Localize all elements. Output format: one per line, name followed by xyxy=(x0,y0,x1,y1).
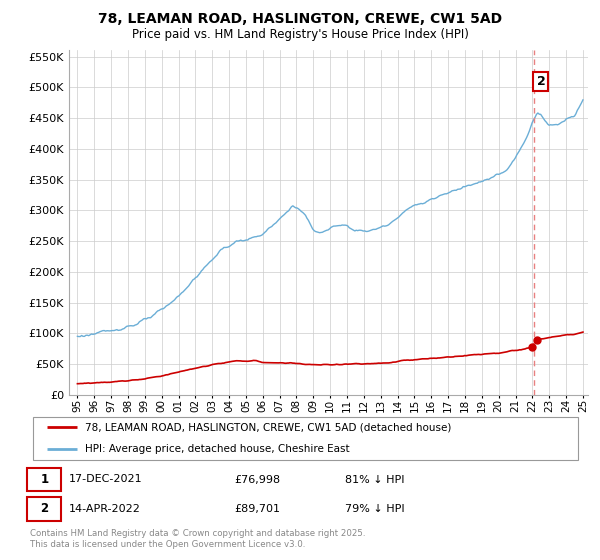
FancyBboxPatch shape xyxy=(33,417,578,460)
Text: HPI: Average price, detached house, Cheshire East: HPI: Average price, detached house, Ches… xyxy=(85,444,350,454)
Text: Contains HM Land Registry data © Crown copyright and database right 2025.
This d: Contains HM Land Registry data © Crown c… xyxy=(30,529,365,549)
Text: 79% ↓ HPI: 79% ↓ HPI xyxy=(344,504,404,514)
Text: £76,998: £76,998 xyxy=(234,474,280,484)
Text: £89,701: £89,701 xyxy=(234,504,280,514)
Text: 81% ↓ HPI: 81% ↓ HPI xyxy=(344,474,404,484)
Text: 2: 2 xyxy=(40,502,49,515)
Text: 78, LEAMAN ROAD, HASLINGTON, CREWE, CW1 5AD: 78, LEAMAN ROAD, HASLINGTON, CREWE, CW1 … xyxy=(98,12,502,26)
FancyBboxPatch shape xyxy=(27,497,61,521)
Text: 14-APR-2022: 14-APR-2022 xyxy=(68,504,140,514)
Text: Price paid vs. HM Land Registry's House Price Index (HPI): Price paid vs. HM Land Registry's House … xyxy=(131,28,469,41)
Text: 78, LEAMAN ROAD, HASLINGTON, CREWE, CW1 5AD (detached house): 78, LEAMAN ROAD, HASLINGTON, CREWE, CW1 … xyxy=(85,422,452,432)
FancyBboxPatch shape xyxy=(27,468,61,491)
Text: 17-DEC-2021: 17-DEC-2021 xyxy=(68,474,142,484)
Text: 2: 2 xyxy=(536,74,545,88)
Text: 1: 1 xyxy=(40,473,49,486)
